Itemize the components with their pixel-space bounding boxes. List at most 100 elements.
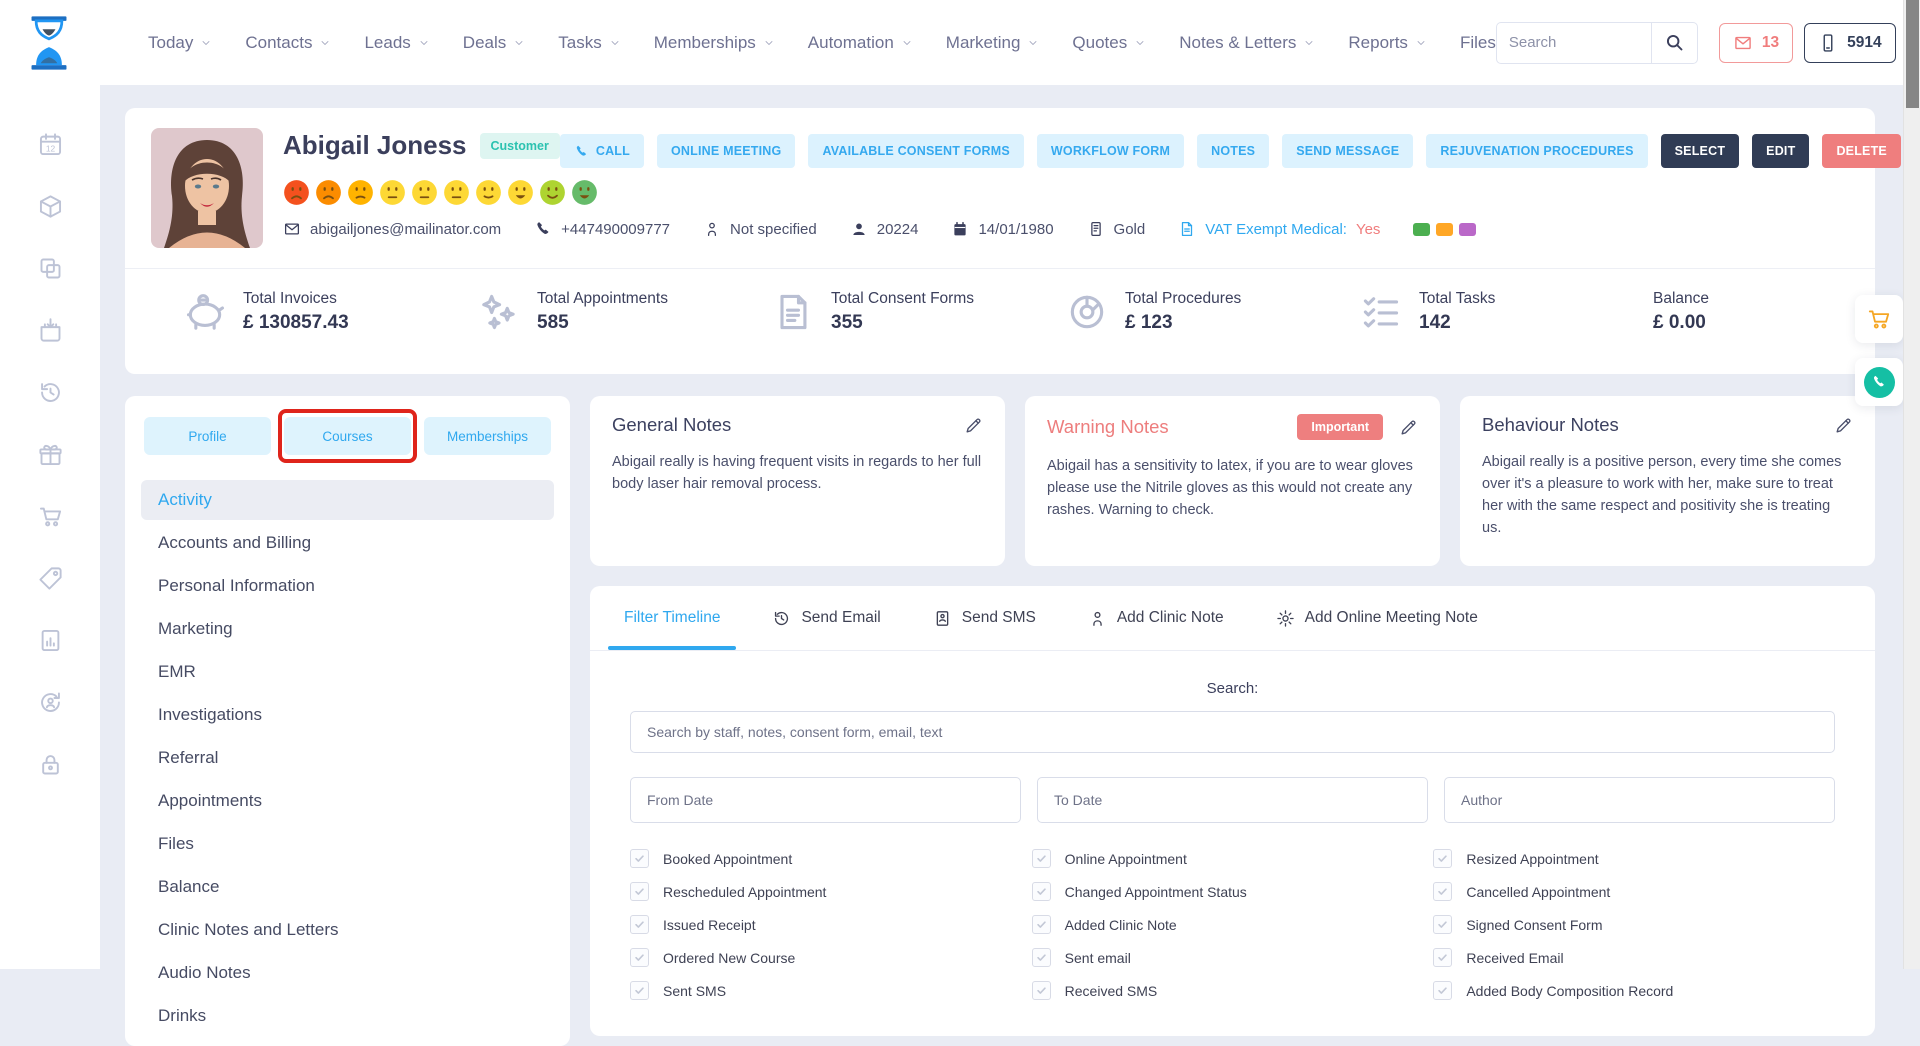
menu-item-marketing[interactable]: Marketing	[158, 619, 233, 638]
mood-9-smile-icon[interactable]	[539, 179, 566, 206]
menu-item-investigations[interactable]: Investigations	[158, 705, 262, 724]
tag-swatch-2[interactable]	[1436, 222, 1454, 236]
scrollbar-thumb[interactable]	[1906, 0, 1919, 108]
rail-price-tag-icon[interactable]	[37, 565, 64, 592]
timeline-tab-filter-timeline[interactable]: Filter Timeline	[607, 586, 738, 650]
filter-checkbox-changed-appointment-status[interactable]: Changed Appointment Status	[1031, 882, 1434, 901]
page-scrollbar[interactable]	[1903, 0, 1920, 969]
nav-item-memberships[interactable]: Memberships	[654, 33, 775, 53]
menu-item-files[interactable]: Files	[158, 834, 194, 853]
tab-courses[interactable]: Courses	[284, 417, 411, 455]
mood-3-unhappy-icon[interactable]	[347, 179, 374, 206]
nav-item-contacts[interactable]: Contacts	[245, 33, 331, 53]
call-button[interactable]: CALL	[559, 134, 644, 168]
filter-checkbox-issued-receipt[interactable]: Issued Receipt	[630, 915, 1032, 934]
filter-checkbox-received-email[interactable]: Received Email	[1433, 948, 1835, 967]
mood-5-neutral-icon[interactable]	[411, 179, 438, 206]
menu-item-emr[interactable]: EMR	[158, 662, 196, 681]
rail-chart-document-icon[interactable]	[37, 627, 64, 654]
mood-8-happy-icon[interactable]	[507, 179, 534, 206]
to-date-input[interactable]	[1037, 777, 1428, 823]
author-input[interactable]	[1444, 777, 1835, 823]
timeline-tab-add-online-meeting-note[interactable]: Add Online Meeting Note	[1276, 586, 1478, 650]
mood-1-angry-icon[interactable]	[283, 179, 310, 206]
rejuvenation-procedures-button[interactable]: REJUVENATION PROCEDURES	[1426, 134, 1648, 168]
nav-item-quotes[interactable]: Quotes	[1072, 33, 1146, 53]
sms-credit-badge[interactable]: 5914	[1804, 22, 1896, 63]
nav-item-automation[interactable]: Automation	[808, 33, 913, 53]
edit-pencil-icon[interactable]	[1834, 416, 1853, 435]
send-message-button[interactable]: SEND MESSAGE	[1282, 134, 1414, 168]
rail-copy-pages-icon[interactable]	[37, 255, 64, 282]
menu-item-activity[interactable]: Activity	[141, 480, 554, 520]
nav-item-reports[interactable]: Reports	[1348, 33, 1427, 53]
mood-2-sad-icon[interactable]	[315, 179, 342, 206]
edit-button[interactable]: EDIT	[1752, 134, 1810, 168]
menu-item-personal-information[interactable]: Personal Information	[158, 576, 315, 595]
rail-calendar-12-icon[interactable]	[37, 131, 64, 158]
app-logo-hourglass[interactable]	[26, 15, 72, 71]
filter-checkbox-booked-appointment[interactable]: Booked Appointment	[630, 849, 1032, 868]
customer-photo[interactable]	[151, 128, 263, 248]
filter-checkbox-resized-appointment[interactable]: Resized Appointment	[1433, 849, 1835, 868]
filter-checkbox-received-sms[interactable]: Received SMS	[1031, 981, 1434, 1000]
filter-checkbox-added-body-composition-record[interactable]: Added Body Composition Record	[1433, 981, 1835, 1000]
cart-widget-button[interactable]	[1855, 295, 1903, 343]
call-widget-button[interactable]	[1855, 358, 1903, 406]
menu-item-referral[interactable]: Referral	[158, 748, 219, 767]
search-button[interactable]	[1650, 22, 1697, 63]
filter-checkbox-online-appointment[interactable]: Online Appointment	[1031, 849, 1434, 868]
vat-exempt-item[interactable]: VAT Exempt Medical: Yes	[1178, 220, 1380, 238]
online-meeting-button[interactable]: ONLINE MEETING	[656, 134, 796, 168]
tag-swatch-1[interactable]	[1413, 222, 1431, 236]
delete-button[interactable]: DELETE	[1822, 134, 1901, 168]
messages-badge[interactable]: 13	[1718, 22, 1794, 63]
rail-cart-icon[interactable]	[37, 503, 64, 530]
timeline-search-input[interactable]	[630, 711, 1835, 753]
notes-button[interactable]: NOTES	[1197, 134, 1270, 168]
filter-checkbox-sent-email[interactable]: Sent email	[1031, 948, 1434, 967]
rail-person-sync-icon[interactable]	[37, 689, 64, 716]
available-consent-forms-button[interactable]: AVAILABLE CONSENT FORMS	[808, 134, 1024, 168]
edit-pencil-icon[interactable]	[1399, 418, 1418, 437]
menu-item-accounts-and-billing[interactable]: Accounts and Billing	[158, 533, 312, 552]
menu-item-appointments[interactable]: Appointments	[158, 791, 262, 810]
tab-memberships[interactable]: Memberships	[424, 417, 551, 455]
filter-checkbox-sent-sms[interactable]: Sent SMS	[630, 981, 1032, 1000]
rail-lock-icon[interactable]	[37, 751, 64, 778]
timeline-tab-add-clinic-note[interactable]: Add Clinic Note	[1088, 586, 1224, 650]
nav-item-notes-letters[interactable]: Notes & Letters	[1179, 33, 1315, 53]
rail-calendar-import-icon[interactable]	[37, 317, 64, 344]
filter-checkbox-added-clinic-note[interactable]: Added Clinic Note	[1031, 915, 1434, 934]
edit-pencil-icon[interactable]	[964, 416, 983, 435]
filter-checkbox-rescheduled-appointment[interactable]: Rescheduled Appointment	[630, 882, 1032, 901]
nav-item-files[interactable]: Files	[1459, 32, 1496, 52]
workflow-form-button[interactable]: WORKFLOW FORM	[1036, 134, 1185, 168]
filter-checkbox-signed-consent-form[interactable]: Signed Consent Form	[1433, 915, 1835, 934]
nav-item-leads[interactable]: Leads	[364, 33, 429, 53]
email-item[interactable]: abigailjones@mailinator.com	[283, 220, 501, 238]
mood-7-slight-smile-icon[interactable]	[475, 179, 502, 206]
nav-item-deals[interactable]: Deals	[463, 33, 525, 53]
select-button[interactable]: SELECT	[1660, 134, 1740, 168]
rail-history-icon[interactable]	[37, 379, 64, 406]
nav-item-marketing[interactable]: Marketing	[946, 33, 1040, 53]
rail-gift-icon[interactable]	[37, 441, 64, 468]
mood-6-neutral-icon[interactable]	[443, 179, 470, 206]
timeline-tab-send-email[interactable]: Send Email	[772, 586, 881, 650]
menu-item-balance[interactable]: Balance	[158, 877, 220, 896]
menu-item-drinks[interactable]: Drinks	[158, 1006, 207, 1025]
filter-checkbox-cancelled-appointment[interactable]: Cancelled Appointment	[1433, 882, 1835, 901]
phone-item[interactable]: +447490009777	[534, 220, 670, 238]
timeline-tab-send-sms[interactable]: Send SMS	[933, 586, 1036, 650]
from-date-input[interactable]	[630, 777, 1021, 823]
rail-package-icon[interactable]	[37, 193, 64, 220]
nav-item-tasks[interactable]: Tasks	[558, 33, 620, 53]
filter-checkbox-ordered-new-course[interactable]: Ordered New Course	[630, 948, 1032, 967]
nav-item-today[interactable]: Today	[148, 33, 212, 53]
tab-profile[interactable]: Profile	[144, 417, 271, 455]
menu-item-clinic-notes-and-letters[interactable]: Clinic Notes and Letters	[158, 920, 339, 939]
mood-4-neutral-icon[interactable]	[379, 179, 406, 206]
menu-item-audio-notes[interactable]: Audio Notes	[158, 963, 251, 982]
search-input[interactable]	[1496, 34, 1651, 51]
